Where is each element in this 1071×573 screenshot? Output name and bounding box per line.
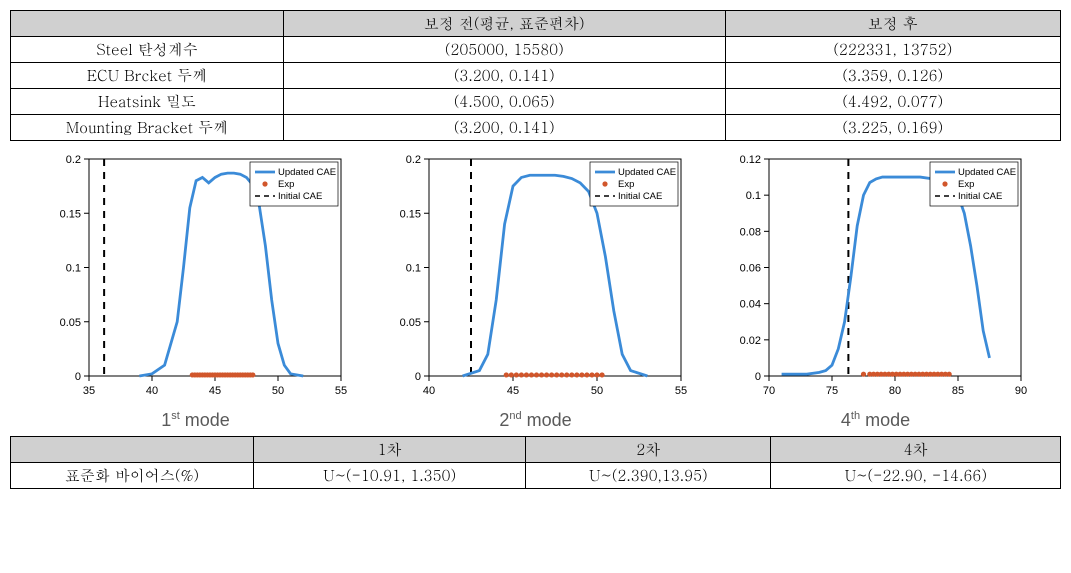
svg-text:40: 40 xyxy=(145,385,157,397)
svg-text:55: 55 xyxy=(674,385,686,397)
svg-text:80: 80 xyxy=(888,385,900,397)
table-row: Mounting Bracket 두께 (3.200, 0.141) (3.22… xyxy=(11,115,1061,141)
svg-text:0.08: 0.08 xyxy=(739,226,760,238)
svg-text:50: 50 xyxy=(271,385,283,397)
svg-text:0.04: 0.04 xyxy=(739,299,760,311)
svg-text:Exp: Exp xyxy=(278,179,294,190)
chart-2-wrap: 0 0.05 0.1 0.15 0.2 40 45 50 55 Updated CAEExpIni… xyxy=(381,151,691,431)
svg-text:75: 75 xyxy=(825,385,837,397)
svg-text:40: 40 xyxy=(422,385,434,397)
svg-text:Updated CAE: Updated CAE xyxy=(278,167,336,178)
svg-text:0: 0 xyxy=(74,371,80,383)
cell: (4.492, 0.077) xyxy=(725,89,1061,115)
svg-text:Exp: Exp xyxy=(618,179,634,190)
svg-text:0.05: 0.05 xyxy=(399,317,420,329)
cell: (3.200, 0.141) xyxy=(284,115,726,141)
svg-text:0.15: 0.15 xyxy=(399,208,420,220)
table-header-row: 1차 2차 4차 xyxy=(11,437,1061,463)
th-2: 2차 xyxy=(526,437,771,463)
cell: U~(-10.91, 1.350) xyxy=(254,463,526,489)
table-row: ECU Brcket 두께 (3.200, 0.141) (3.359, 0.1… xyxy=(11,63,1061,89)
th-after: 보정 후 xyxy=(725,11,1061,37)
svg-text:Updated CAE: Updated CAE xyxy=(958,167,1016,178)
th-1: 1차 xyxy=(254,437,526,463)
th-before: 보정 전(평균, 표준편차) xyxy=(284,11,726,37)
svg-text:70: 70 xyxy=(762,385,774,397)
cell: U~(2.390,13.95) xyxy=(526,463,771,489)
svg-text:Initial CAE: Initial CAE xyxy=(958,191,1002,202)
svg-text:45: 45 xyxy=(506,385,518,397)
th-blank xyxy=(11,437,254,463)
cell: (3.359, 0.126) xyxy=(725,63,1061,89)
cell: (4.500, 0.065) xyxy=(284,89,726,115)
svg-text:0: 0 xyxy=(754,371,760,383)
svg-text:Exp: Exp xyxy=(958,179,974,190)
svg-text:Initial CAE: Initial CAE xyxy=(278,191,322,202)
svg-text:45: 45 xyxy=(208,385,220,397)
cell: (222331, 13752) xyxy=(725,37,1061,63)
th-4: 4차 xyxy=(771,437,1061,463)
chart-1: 0 0.05 0.1 0.15 0.2 35 40 45 50 55 Updated CAEExpI… xyxy=(41,151,351,406)
svg-text:50: 50 xyxy=(590,385,602,397)
cell: Heatsink 밀도 xyxy=(11,89,284,115)
svg-text:55: 55 xyxy=(334,385,346,397)
cell: Steel 탄성계수 xyxy=(11,37,284,63)
svg-text:90: 90 xyxy=(1014,385,1026,397)
bias-table: 1차 2차 4차 표준화 바이어스(%) U~(-10.91, 1.350) U… xyxy=(10,436,1061,489)
table-row: Heatsink 밀도 (4.500, 0.065) (4.492, 0.077… xyxy=(11,89,1061,115)
cell: ECU Brcket 두께 xyxy=(11,63,284,89)
svg-text:0.02: 0.02 xyxy=(739,335,760,347)
charts-row: 00.050.10.150.23540455055Updated CAEExpI… xyxy=(10,151,1061,431)
svg-text:0.2: 0.2 xyxy=(405,154,420,166)
table-header-row: 보정 전(평균, 표준편차) 보정 후 xyxy=(11,11,1061,37)
chart-2-label: 2nd mode xyxy=(499,410,571,431)
cell: (3.225, 0.169) xyxy=(725,115,1061,141)
cell: Mounting Bracket 두께 xyxy=(11,115,284,141)
cell: 표준화 바이어스(%) xyxy=(11,463,254,489)
parameters-table: 보정 전(평균, 표준편차) 보정 후 Steel 탄성계수 (205000, … xyxy=(10,10,1061,141)
svg-text:0.1: 0.1 xyxy=(65,263,80,275)
chart-3-label: 4th mode xyxy=(841,410,910,431)
svg-text:0.05: 0.05 xyxy=(59,317,80,329)
chart-1-wrap: 0 0.05 0.1 0.15 0.2 35 40 45 50 55 Updated CAEExpI… xyxy=(41,151,351,431)
chart-2: 0 0.05 0.1 0.15 0.2 40 45 50 55 Updated CAEExpIni… xyxy=(381,151,691,406)
chart-3: 0 0.02 0.04 0.06 0.08 0.1 0.12 70 75 80 85 90 Update… xyxy=(721,151,1031,406)
th-blank xyxy=(11,11,284,37)
cell: (205000, 15580) xyxy=(284,37,726,63)
svg-text:0.1: 0.1 xyxy=(745,190,760,202)
chart-3-wrap: 0 0.02 0.04 0.06 0.08 0.1 0.12 70 75 80 85 90 Update… xyxy=(721,151,1031,431)
svg-text:0.12: 0.12 xyxy=(739,154,760,166)
svg-text:0.1: 0.1 xyxy=(405,263,420,275)
svg-text:0: 0 xyxy=(414,371,420,383)
cell: U~(-22.90, -14.66) xyxy=(771,463,1061,489)
svg-text:85: 85 xyxy=(951,385,963,397)
svg-text:0.2: 0.2 xyxy=(65,154,80,166)
svg-text:Updated CAE: Updated CAE xyxy=(618,167,676,178)
svg-text:0.06: 0.06 xyxy=(739,263,760,275)
table-row: 표준화 바이어스(%) U~(-10.91, 1.350) U~(2.390,1… xyxy=(11,463,1061,489)
svg-text:Initial CAE: Initial CAE xyxy=(618,191,662,202)
cell: (3.200, 0.141) xyxy=(284,63,726,89)
svg-text:0.15: 0.15 xyxy=(59,208,80,220)
svg-text:35: 35 xyxy=(82,385,94,397)
chart-1-label: 1st mode xyxy=(161,410,230,431)
table-row: Steel 탄성계수 (205000, 15580) (222331, 1375… xyxy=(11,37,1061,63)
